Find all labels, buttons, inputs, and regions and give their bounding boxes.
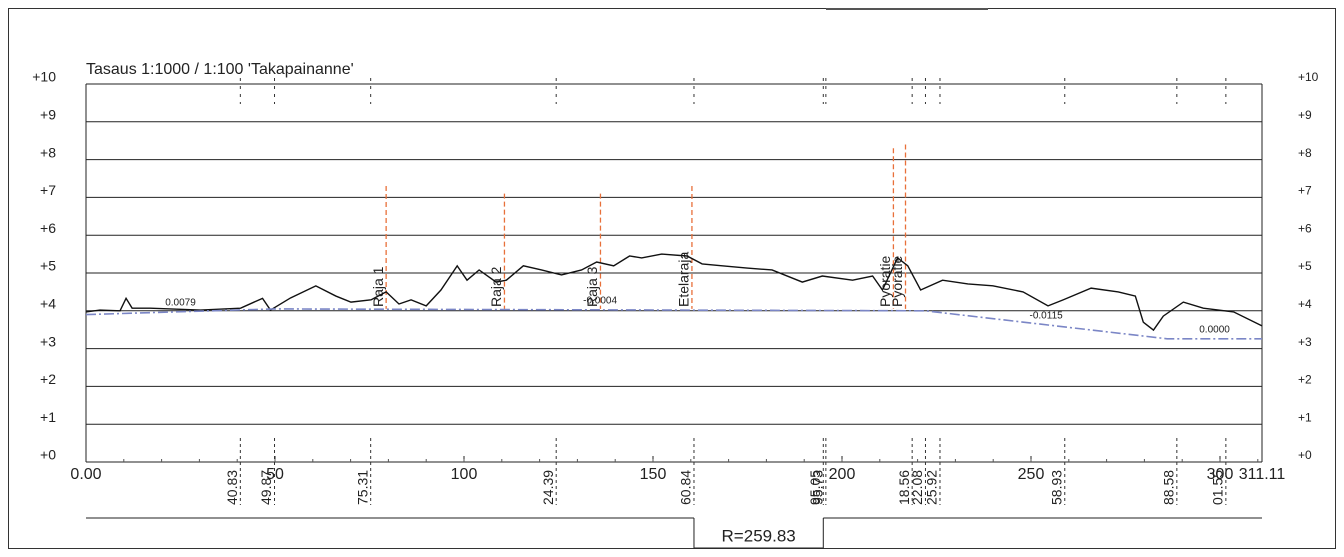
station-label: 25.92 xyxy=(924,470,940,505)
y-tick-label: +7 xyxy=(40,182,56,198)
y-tick-label-right: +1 xyxy=(1298,410,1312,424)
y-tick-label-right: +6 xyxy=(1298,221,1312,235)
station-label: 95.73 xyxy=(810,470,826,505)
y-tick-label-right: +4 xyxy=(1298,297,1312,311)
y-tick-label-right: +10 xyxy=(1298,70,1319,84)
marker-label: Raja 1 xyxy=(370,266,386,307)
station-label: 88.58 xyxy=(1161,470,1177,505)
profile-line xyxy=(85,308,1262,340)
y-tick-label-right: +7 xyxy=(1298,184,1312,198)
x-tick-label: 200 xyxy=(829,466,856,483)
y-tick-label: +3 xyxy=(40,333,56,349)
y-tick-label-right: +0 xyxy=(1298,448,1312,462)
frame xyxy=(8,8,1336,549)
y-tick-label: +4 xyxy=(40,296,56,312)
station-label: 75.31 xyxy=(354,470,370,505)
marker-label: Raja 2 xyxy=(488,266,504,307)
station-label: 95.05 xyxy=(807,470,823,505)
station-label: 24.39 xyxy=(540,470,556,505)
grade-label: 0.0079 xyxy=(165,297,196,308)
y-tick-label-right: +3 xyxy=(1298,335,1312,349)
grade-label: -0.0004 xyxy=(583,295,617,306)
y-tick-label-right: +9 xyxy=(1298,108,1312,122)
y-tick-label: +9 xyxy=(40,107,56,123)
marker-label: Pyoratie xyxy=(889,255,905,307)
x-tick-label: 311.11 xyxy=(1239,466,1286,483)
x-tick-label: 0.00 xyxy=(70,466,101,483)
curve-label: R=259.83 xyxy=(722,526,796,545)
station-label: 22.08 xyxy=(909,470,925,505)
marker-label: Etelaraja xyxy=(676,252,692,307)
profile-line xyxy=(85,253,1263,332)
station-label: 60.84 xyxy=(678,470,694,505)
station-label: 49.87 xyxy=(258,470,274,505)
station-label: 18.56 xyxy=(896,470,912,505)
grade-label: 0.0000 xyxy=(1199,324,1230,335)
x-tick-label: 300 xyxy=(1207,466,1234,483)
y-tick-label: +2 xyxy=(40,371,56,387)
curve-band xyxy=(693,518,824,549)
x-tick-label: 250 xyxy=(1018,466,1045,483)
y-tick-label: +0 xyxy=(40,447,56,463)
y-tick-label: +5 xyxy=(40,258,56,274)
station-label: 58.93 xyxy=(1048,470,1064,505)
station-label: 01.55 xyxy=(1210,470,1226,505)
y-tick-label: +1 xyxy=(40,409,56,425)
chart-title: Tasaus 1:1000 / 1:100 'Takapainanne' xyxy=(86,61,354,78)
station-label: 40.83 xyxy=(224,470,240,505)
y-tick-label-right: +2 xyxy=(1298,373,1312,387)
y-tick-label: +8 xyxy=(40,144,56,160)
marker-label: Raja 3 xyxy=(584,266,600,307)
y-tick-label: +6 xyxy=(40,220,56,236)
x-tick-label: 50 xyxy=(266,466,284,483)
y-tick-label: +10 xyxy=(32,69,56,85)
grade-label: -0.0115 xyxy=(1030,310,1064,321)
marker-label: Pyoratie xyxy=(877,255,893,307)
x-tick-label: 150 xyxy=(640,466,667,483)
y-tick-label-right: +8 xyxy=(1298,146,1312,160)
y-tick-label-right: +5 xyxy=(1298,259,1312,273)
x-tick-label: 100 xyxy=(451,466,478,483)
